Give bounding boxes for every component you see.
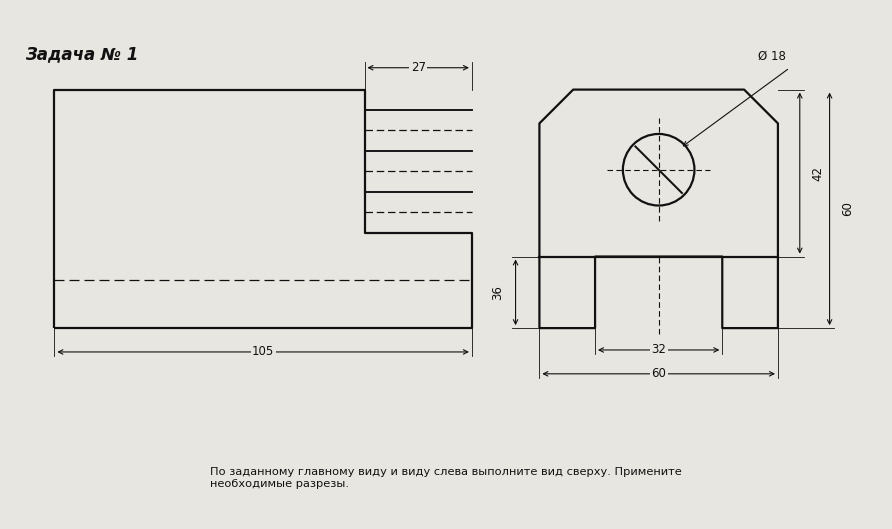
Text: 42: 42 [811,166,824,180]
Text: 27: 27 [410,61,425,74]
Text: 60: 60 [651,367,666,380]
Text: 60: 60 [841,202,854,216]
Text: Задача № 1: Задача № 1 [25,45,138,63]
Text: 36: 36 [491,285,504,300]
Text: По заданному главному виду и виду слева выполните вид сверху. Примените
необходи: По заданному главному виду и виду слева … [211,467,681,489]
Text: 105: 105 [252,345,274,359]
Text: Ø 18: Ø 18 [758,50,786,63]
Text: 32: 32 [651,343,666,357]
